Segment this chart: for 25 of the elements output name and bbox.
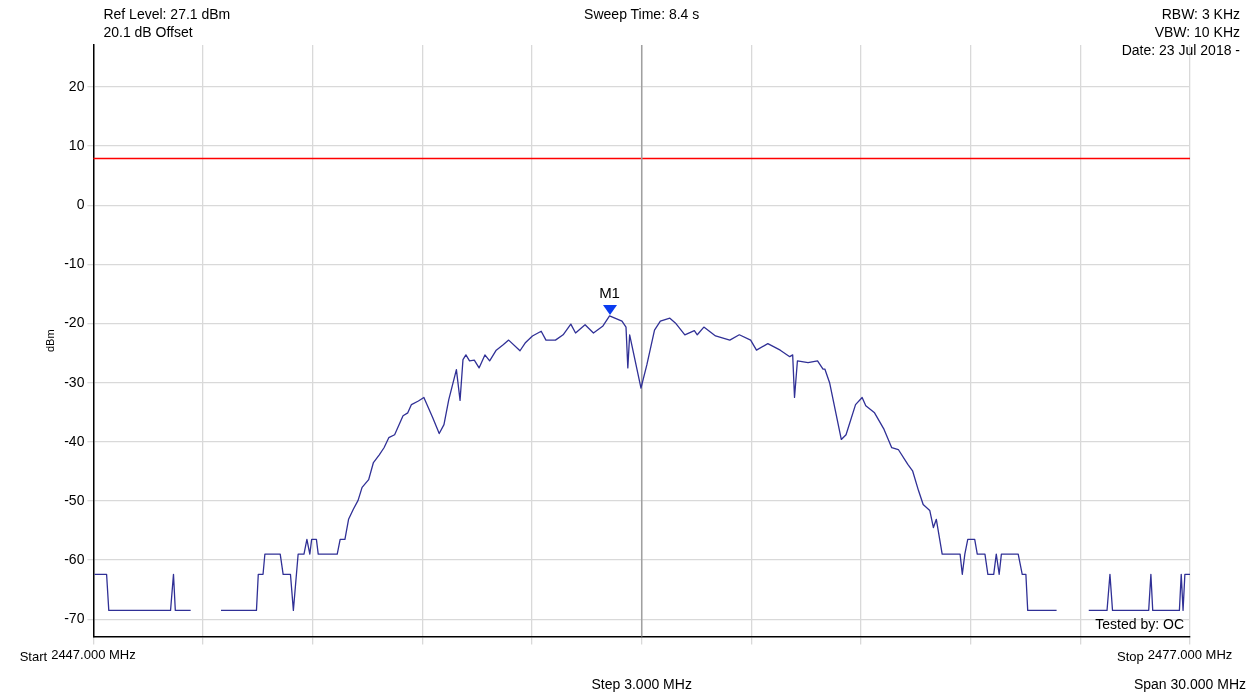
text: Start xyxy=(19,649,48,666)
y-tick-label: -70 xyxy=(64,610,85,627)
x-tick-label: 2447.000 MHz xyxy=(51,646,136,662)
text: Ref Level: 27.1 dBm xyxy=(103,6,231,22)
y-tick-label: -30 xyxy=(64,373,85,390)
text: Stop xyxy=(1116,649,1144,666)
annotation: M1 xyxy=(599,283,620,301)
text: Span 30.000 MHz xyxy=(1133,676,1247,692)
x-tick-label: 2477.000 MHz xyxy=(1147,646,1233,662)
y-tick-label: -60 xyxy=(64,550,85,567)
y-tick-label: -20 xyxy=(64,314,85,331)
y-tick-label: -10 xyxy=(64,255,85,272)
y-tick-label: 10 xyxy=(68,136,85,153)
text: RBW: 3 KHz xyxy=(1161,6,1240,22)
y-tick-label: 20 xyxy=(68,77,85,94)
y-tick-label: -40 xyxy=(64,432,85,449)
y-tick-label: 0 xyxy=(76,196,85,213)
y-tick-label: -50 xyxy=(64,491,85,508)
text: VBW: 10 KHz xyxy=(1154,24,1240,40)
annotation: Tested by: OC xyxy=(1095,616,1184,633)
y-axis-title: dBm xyxy=(43,329,56,353)
chart-title: Sweep Time: 8.4 s xyxy=(584,6,700,22)
annotation: Date: 23 Jul 2018 - xyxy=(1121,42,1240,58)
text: 20.1 dB Offset xyxy=(103,24,193,40)
text: Step 3.000 MHz xyxy=(591,676,692,692)
